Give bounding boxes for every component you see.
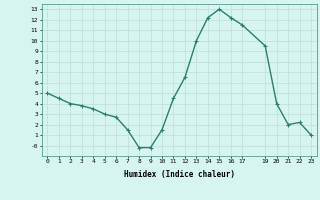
X-axis label: Humidex (Indice chaleur): Humidex (Indice chaleur) xyxy=(124,170,235,179)
